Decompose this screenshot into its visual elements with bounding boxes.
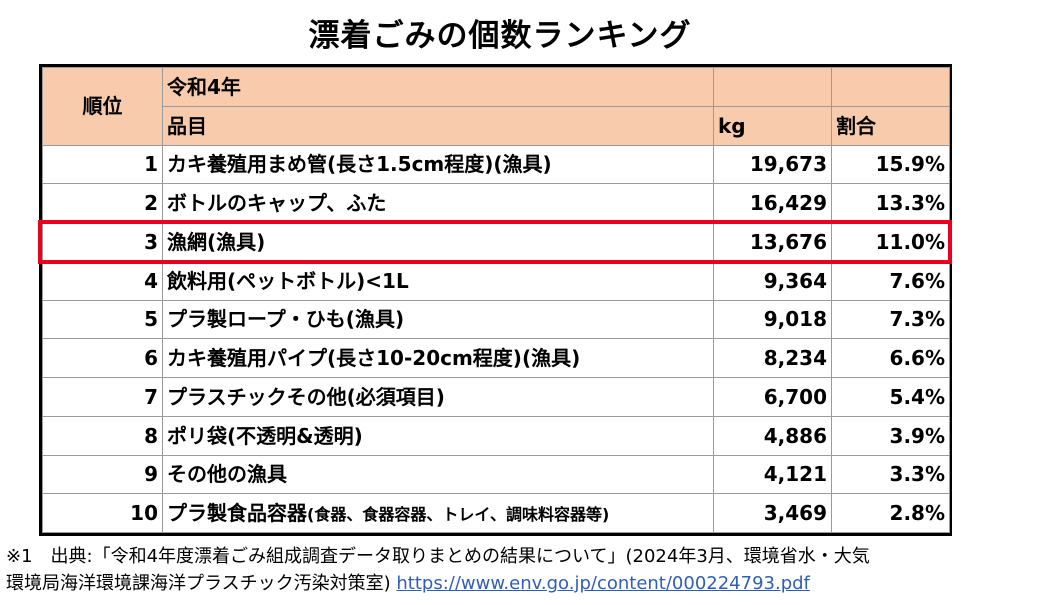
item-name: プラ製ロープ・ひも(漁具): [167, 307, 405, 332]
table-row: 8 ポリ袋(不透明&透明) 4,886 3.9%: [42, 415, 950, 456]
table-row: 10 プラ製食品容器(食器、食器容器、トレイ、調味料容器等) 3,469 2.8…: [42, 493, 950, 533]
ranking-table: 順位 令和4年 品目 kg 割合 1 カキ養殖用まめ管(長さ1.5cm程度)(漁…: [39, 64, 952, 536]
ratio-cell: 13.3%: [831, 183, 950, 223]
ratio-cell: 3.9%: [831, 415, 950, 456]
item-cell: プラスチックその他(必須項目): [162, 377, 714, 417]
rank-cell: 6: [42, 338, 163, 378]
kg-cell: 8,234: [713, 338, 832, 378]
ratio-cell: 6.6%: [831, 338, 950, 378]
header-row-columns: 品目 kg 割合: [43, 105, 950, 146]
item-name: ボトルのキャップ、ふた: [167, 191, 387, 216]
footnote-line1: ※1 出典:「令和4年度漂着ごみ組成調査データ取りまとめの結果について」(202…: [6, 546, 870, 567]
kg-cell: 16,429: [713, 183, 832, 223]
kg-cell: 4,886: [713, 415, 832, 456]
table-row-highlighted: 3 漁網(漁具) 13,676 11.0%: [42, 222, 950, 262]
item-cell: カキ養殖用まめ管(長さ1.5cm程度)(漁具): [162, 144, 714, 185]
rank-cell: 9: [42, 454, 163, 495]
kg-cell: 3,469: [713, 493, 832, 533]
footnote: ※1 出典:「令和4年度漂着ごみ組成調査データ取りまとめの結果について」(202…: [6, 543, 870, 597]
header-item: 品目: [162, 105, 714, 146]
ratio-cell: 2.8%: [831, 493, 950, 533]
rank-cell: 5: [42, 299, 163, 340]
item-name: プラスチックその他(必須項目): [167, 384, 445, 409]
table-row: 7 プラスチックその他(必須項目) 6,700 5.4%: [42, 377, 950, 417]
rank-cell: 4: [42, 260, 163, 301]
item-name: カキ養殖用まめ管(長さ1.5cm程度)(漁具): [167, 152, 552, 177]
header-kg: kg: [713, 105, 832, 146]
ratio-cell: 15.9%: [831, 144, 950, 185]
ratio-cell: 5.4%: [831, 377, 950, 417]
rank-cell: 7: [42, 377, 163, 417]
item-cell: その他の漁具: [162, 454, 714, 495]
table-row: 2 ボトルのキャップ、ふた 16,429 13.3%: [42, 183, 950, 223]
item-name: プラ製食品容器: [167, 501, 307, 526]
table-row: 9 その他の漁具 4,121 3.3%: [42, 454, 950, 495]
item-name: カキ養殖用パイプ(長さ10-20cm程度)(漁具): [167, 346, 581, 371]
rank-cell: 2: [42, 183, 163, 223]
item-cell: プラ製食品容器(食器、食器容器、トレイ、調味料容器等): [162, 493, 714, 533]
ratio-cell: 7.6%: [831, 260, 950, 301]
item-name: ポリ袋(不透明&透明): [167, 423, 363, 448]
highlight-box: [38, 220, 952, 264]
kg-cell: 19,673: [713, 144, 832, 185]
item-name: その他の漁具: [167, 462, 287, 487]
header-row-year: 順位 令和4年: [42, 67, 950, 146]
rank-cell: 3: [42, 222, 163, 262]
item-name: 飲料用(ペットボトル)<1L: [167, 268, 409, 293]
kg-cell: 4,121: [713, 454, 832, 495]
item-note: (食器、食器容器、トレイ、調味料容器等): [307, 505, 610, 525]
rank-cell: 10: [42, 493, 163, 533]
header-year: 令和4年: [162, 67, 714, 107]
table-row: 4 飲料用(ペットボトル)<1L 9,364 7.6%: [42, 260, 950, 301]
rank-cell: 1: [42, 144, 163, 185]
kg-cell: 9,018: [713, 299, 832, 340]
source-link[interactable]: https://www.env.go.jp/content/000224793.…: [396, 573, 810, 594]
table-row: 1 カキ養殖用まめ管(長さ1.5cm程度)(漁具) 19,673 15.9%: [42, 144, 950, 185]
table-row: 6 カキ養殖用パイプ(長さ10-20cm程度)(漁具) 8,234 6.6%: [42, 338, 950, 378]
item-cell: プラ製ロープ・ひも(漁具): [162, 299, 714, 340]
item-cell: カキ養殖用パイプ(長さ10-20cm程度)(漁具): [162, 338, 714, 378]
footnote-line2-text: 環境局海洋環境課海洋プラスチック汚染対策室): [6, 573, 397, 594]
item-cell: ボトルのキャップ、ふた: [162, 183, 714, 223]
table-row: 5 プラ製ロープ・ひも(漁具) 9,018 7.3%: [42, 299, 950, 340]
item-cell: 飲料用(ペットボトル)<1L: [162, 260, 714, 301]
rank-cell: 8: [42, 415, 163, 456]
item-name: 漁網(漁具): [167, 229, 266, 254]
ratio-cell: 7.3%: [831, 299, 950, 340]
footnote-line2: 環境局海洋環境課海洋プラスチック汚染対策室) https://www.env.g…: [6, 570, 870, 597]
header-blank-kg: [713, 67, 832, 107]
kg-cell: 9,364: [713, 260, 832, 301]
page-title: 漂着ごみの個数ランキング: [308, 18, 692, 54]
header-rank: 順位: [42, 67, 163, 146]
header-blank-ratio: [831, 67, 950, 107]
ratio-cell: 3.3%: [831, 454, 950, 495]
header-ratio: 割合: [831, 105, 950, 146]
kg-cell: 6,700: [713, 377, 832, 417]
item-cell: ポリ袋(不透明&透明): [162, 415, 714, 456]
